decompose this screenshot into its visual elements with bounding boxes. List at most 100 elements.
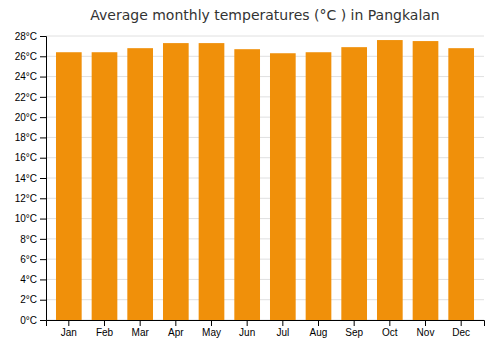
y-tick-mark (40, 259, 46, 260)
grid (46, 36, 484, 320)
x-tick-label: Apr (168, 327, 184, 338)
x-tick-label: Jun (239, 327, 255, 338)
y-tick-mark (40, 178, 46, 179)
x-tick-mark (389, 320, 390, 326)
x-tick-mark (140, 320, 141, 326)
x-tick-label: May (202, 327, 221, 338)
x-tick-label: Dec (452, 327, 470, 338)
x-tick-label: Sep (345, 327, 363, 338)
y-tick-label: 4°C (20, 274, 37, 285)
y-tick-label: 6°C (20, 254, 37, 265)
y-tick-label: 28°C (15, 31, 37, 42)
x-tick: Sep (345, 320, 363, 338)
y-tick-label: 26°C (15, 51, 37, 62)
y-tick-mark (40, 137, 46, 138)
x-tick: Aug (310, 320, 328, 338)
y-tick: 14°C (15, 173, 46, 184)
y-tick: 18°C (15, 132, 46, 143)
bar (199, 43, 225, 320)
x-tick: Jul (276, 320, 289, 338)
bar (234, 49, 260, 320)
x-tick-mark (425, 320, 426, 326)
y-tick-mark (40, 320, 46, 321)
y-tick-mark (40, 36, 46, 37)
bar (92, 52, 118, 320)
x-tick-mark (68, 320, 69, 326)
x-tick-label: Jul (276, 327, 289, 338)
x-tick-label: Mar (132, 327, 150, 338)
bar (377, 40, 403, 320)
y-tick-mark (40, 279, 46, 280)
x-tick-mark (211, 320, 212, 326)
y-tick: 8°C (20, 234, 46, 245)
x-tick-mark (318, 320, 319, 326)
x-axis: Jan Feb Mar Apr May Jun Jul Aug Sep Oct Nov Dec (47, 320, 485, 338)
chart: 0°C 2°C 4°C 6°C 8°C 10°C 12°C 14°C 16°C 18°C 20°C 2… (0, 0, 500, 350)
x-tick: Oct (382, 320, 398, 338)
x-tick-mark (175, 320, 176, 326)
bar (56, 52, 82, 320)
y-axis: 0°C 2°C 4°C 6°C 8°C 10°C 12°C 14°C 16°C 18°C 20°C 2… (15, 31, 47, 326)
y-tick: 26°C (15, 51, 46, 62)
bar (341, 47, 367, 320)
y-tick: 24°C (15, 71, 46, 82)
bar (127, 48, 153, 320)
y-tick: 10°C (15, 213, 46, 224)
y-tick-label: 16°C (15, 152, 37, 163)
bar (413, 41, 439, 320)
x-tick: Feb (96, 320, 114, 338)
x-tick: Mar (132, 320, 150, 338)
x-tick-mark (282, 320, 283, 326)
y-tick-mark (40, 239, 46, 240)
y-axis-line (40, 37, 47, 321)
y-tick: 4°C (20, 274, 46, 285)
bar (448, 48, 474, 320)
y-tick: 16°C (15, 152, 46, 163)
title: Average monthly temperatures (°C ) in Pa… (90, 7, 440, 23)
x-tick-label: Aug (310, 327, 328, 338)
y-tick: 22°C (15, 92, 46, 103)
y-tick-label: 10°C (15, 213, 37, 224)
x-tick: Jun (239, 320, 255, 338)
x-tick-label: Jan (61, 327, 77, 338)
x-tick-mark (461, 320, 462, 326)
y-tick-mark (40, 219, 46, 220)
y-tick-mark (40, 56, 46, 57)
x-tick: Apr (168, 320, 184, 338)
x-tick-label: Feb (96, 327, 114, 338)
y-tick: 2°C (20, 294, 46, 305)
y-tick-mark (40, 158, 46, 159)
y-tick-label: 22°C (15, 92, 37, 103)
y-tick: 28°C (15, 31, 46, 42)
plot: 0°C 2°C 4°C 6°C 8°C 10°C 12°C 14°C 16°C 18°C 20°C 2… (15, 31, 485, 338)
y-tick-mark (40, 77, 46, 78)
bar (163, 43, 189, 320)
y-tick: 12°C (15, 193, 46, 204)
y-tick-mark (40, 117, 46, 118)
y-tick: 6°C (20, 254, 46, 265)
x-tick: Dec (452, 320, 470, 338)
x-axis-line (47, 321, 485, 327)
y-tick: 20°C (15, 112, 46, 123)
x-tick-mark (354, 320, 355, 326)
y-tick-label: 0°C (20, 315, 37, 326)
bars (56, 40, 474, 320)
bar (306, 52, 332, 320)
y-tick-label: 18°C (15, 132, 37, 143)
x-tick-mark (104, 320, 105, 326)
x-tick: Nov (417, 320, 435, 338)
x-tick: May (202, 320, 221, 338)
x-tick: Jan (61, 320, 77, 338)
y-tick-mark (40, 198, 46, 199)
y-tick-label: 12°C (15, 193, 37, 204)
y-tick-mark (40, 300, 46, 301)
x-tick-mark (247, 320, 248, 326)
y-tick-label: 20°C (15, 112, 37, 123)
x-tick-label: Nov (417, 327, 435, 338)
grid-line (46, 36, 484, 37)
y-tick: 0°C (20, 315, 46, 326)
y-tick-mark (40, 97, 46, 98)
x-tick-label: Oct (382, 327, 398, 338)
y-tick-label: 24°C (15, 71, 37, 82)
y-tick-label: 2°C (20, 294, 37, 305)
